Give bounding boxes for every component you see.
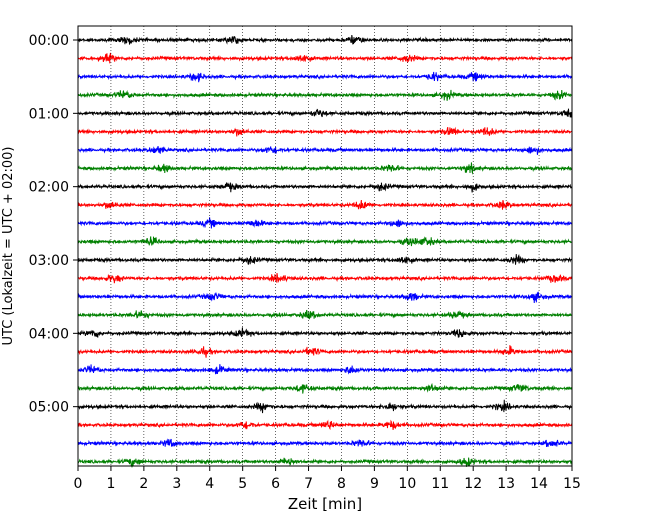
x-tick-label: 11 — [431, 476, 449, 492]
trace-0030 — [77, 71, 573, 83]
x-tick-label: 13 — [497, 476, 515, 492]
x-tick-label: 3 — [172, 476, 181, 492]
y-tick-label: 02:00 — [29, 180, 69, 196]
trace-0315 — [77, 272, 573, 284]
x-axis-label: Zeit [min] — [288, 495, 362, 513]
trace-0400 — [77, 327, 573, 338]
trace-0200 — [77, 181, 573, 193]
trace-0500 — [77, 399, 573, 414]
x-tick-label: 8 — [337, 476, 346, 492]
trace-0230 — [77, 217, 573, 229]
trace-0445 — [77, 382, 573, 394]
trace-0530 — [77, 438, 573, 448]
trace-0415 — [77, 345, 573, 358]
y-tick-label: 04:00 — [29, 326, 69, 342]
x-tick-label: 9 — [370, 476, 379, 492]
x-tick-label: 1 — [106, 476, 115, 492]
x-tick-label: 5 — [238, 476, 247, 492]
y-tick-label: 03:00 — [29, 253, 69, 269]
trace-0515 — [77, 419, 573, 431]
trace-0330 — [77, 291, 573, 303]
x-grid — [110, 26, 540, 466]
x-tick-label: 4 — [205, 476, 214, 492]
trace-0545 — [77, 457, 573, 468]
x-tick-label: 15 — [563, 476, 581, 492]
y-tick-label: 01:00 — [29, 106, 69, 122]
y-axis-label: UTC (Lokalzeit = UTC + 02:00) — [1, 147, 16, 346]
trace-0000 — [77, 34, 573, 45]
x-axis: 0 1 2 3 4 5 6 7 8 9 10 11 12 13 14 15 — [74, 466, 581, 492]
trace-0300 — [77, 254, 573, 265]
x-tick-label: 6 — [271, 476, 280, 492]
trace-0100 — [77, 108, 573, 118]
trace-0015 — [77, 52, 573, 64]
trace-0045 — [77, 89, 573, 101]
x-tick-label: 2 — [139, 476, 148, 492]
x-tick-label: 10 — [398, 476, 416, 492]
x-tick-label: 0 — [74, 476, 83, 492]
trace-0245 — [77, 236, 573, 247]
y-tick-label: 05:00 — [29, 400, 69, 416]
x-tick-label: 14 — [530, 476, 548, 492]
trace-0215 — [77, 199, 573, 210]
x-tick-label: 12 — [464, 476, 482, 492]
x-tick-label: 7 — [304, 476, 313, 492]
trace-0145 — [77, 162, 573, 175]
trace-0345 — [77, 309, 573, 320]
plot-area-frame — [77, 25, 573, 467]
y-axis: 00:00 01:00 02:00 03:00 04:00 05:00 — [29, 33, 78, 416]
trace-0430 — [77, 364, 573, 375]
y-tick-label: 00:00 — [29, 33, 69, 49]
trace-group — [77, 34, 573, 468]
trace-0130 — [77, 146, 573, 155]
trace-0115 — [77, 126, 573, 137]
